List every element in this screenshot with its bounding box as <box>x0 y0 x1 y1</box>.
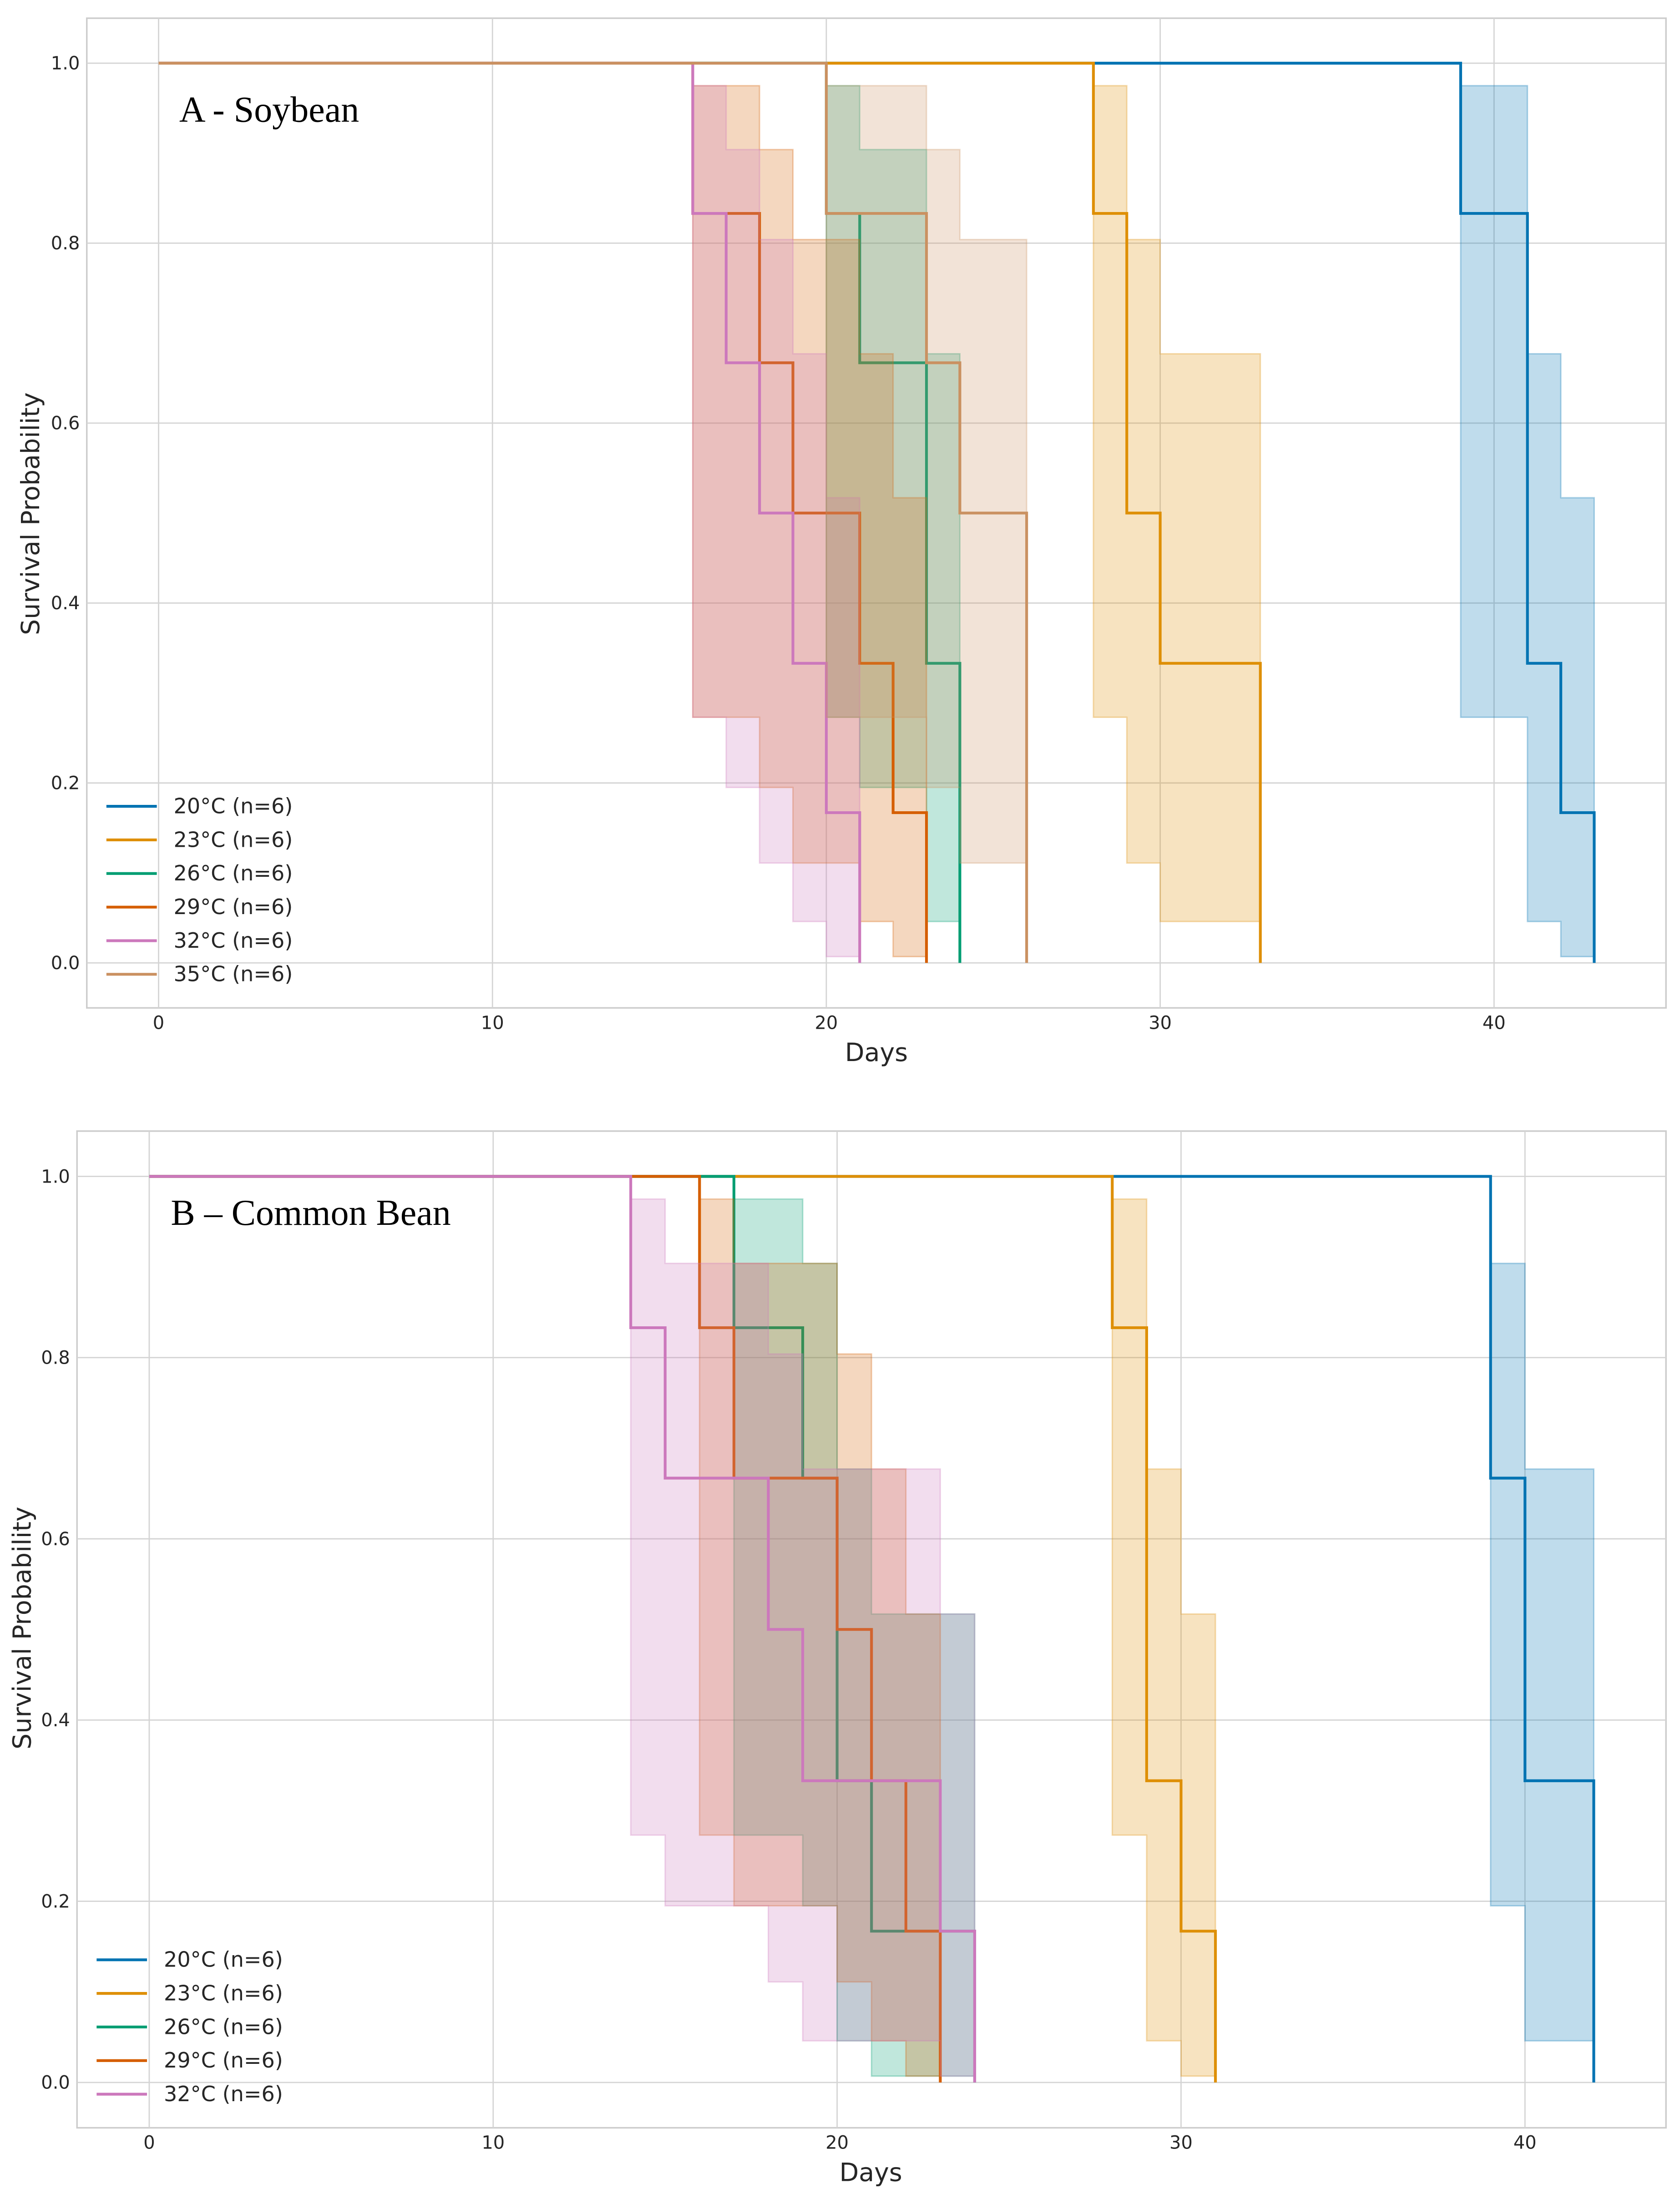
legend-entry-29c: 29°C (n=6) <box>106 895 293 919</box>
y-tick-label: 0.0 <box>51 953 80 974</box>
legend-entry-20c: 20°C (n=6) <box>106 794 293 819</box>
x-tick-label: 0 <box>153 1012 164 1033</box>
legend-label-23c: 23°C (n=6) <box>164 1981 283 2006</box>
survival-line-23c <box>158 61 1262 963</box>
x-tick-label: 10 <box>481 1012 504 1033</box>
legend-label-23c: 23°C (n=6) <box>174 827 293 852</box>
legend-label-35c: 35°C (n=6) <box>174 962 293 986</box>
plot-area-a: 0 10 20 30 40 0.0 0.2 0.4 0.6 0.8 1.0 20°C (n=6) 23°… <box>51 18 1666 1033</box>
legend-entry-29c: 29°C (n=6) <box>96 2048 283 2073</box>
y-tick-label: 0.2 <box>51 773 80 794</box>
y-tick-label: 0.8 <box>51 233 80 254</box>
survival-line-23c <box>149 1175 1217 2083</box>
survival-line-32c <box>158 61 861 963</box>
x-tick-label: 0 <box>143 2133 155 2154</box>
legend-label-29c: 29°C (n=6) <box>164 2048 283 2073</box>
x-tick-label: 30 <box>1169 2133 1193 2154</box>
tick-labels-a: 0 10 20 30 40 0.0 0.2 0.4 0.6 0.8 1.0 <box>51 53 1506 1034</box>
legend-label-32c: 32°C (n=6) <box>164 2082 283 2106</box>
legend-label-20c: 20°C (n=6) <box>174 794 293 819</box>
y-tick-label: 0.0 <box>41 2073 70 2093</box>
legend-entry-20c: 20°C (n=6) <box>96 1947 283 1972</box>
y-tick-label: 0.2 <box>41 1891 70 1912</box>
panel-title-b: B – Common Bean <box>171 1193 450 1233</box>
x-axis-label-a: Days <box>845 1038 908 1067</box>
x-tick-label: 10 <box>481 2133 505 2154</box>
x-tick-label: 40 <box>1483 1012 1506 1033</box>
y-axis-label-b: Survival Probability <box>8 1506 37 1749</box>
y-tick-label: 0.8 <box>41 1348 70 1369</box>
legend-label-20c: 20°C (n=6) <box>164 1947 283 1972</box>
y-tick-label: 0.4 <box>51 593 80 614</box>
y-tick-label: 0.6 <box>51 413 80 434</box>
survival-line-32c <box>149 1175 977 2083</box>
series-layer-b <box>149 1175 1595 2083</box>
tick-labels-b: 0 10 20 30 40 0.0 0.2 0.4 0.6 0.8 1.0 <box>41 1166 1537 2153</box>
y-tick-label: 0.4 <box>41 1710 70 1731</box>
series-layer-a <box>158 61 1596 963</box>
legend-b: 20°C (n=6) 23°C (n=6) 26°C (n=6) 29°C (n=6)… <box>96 1947 283 2106</box>
legend-entry-32c: 32°C (n=6) <box>106 928 293 953</box>
legend-entry-23c: 23°C (n=6) <box>106 827 293 852</box>
legend-label-32c: 32°C (n=6) <box>174 928 293 953</box>
survival-line-29c <box>149 1175 942 2083</box>
panel-title-a: A - Soybean <box>179 90 359 130</box>
legend-entry-23c: 23°C (n=6) <box>96 1981 283 2006</box>
panel-a-soybean: 0 10 20 30 40 0.0 0.2 0.4 0.6 0.8 1.0 20°C (n=6) 23°… <box>16 17 1667 1067</box>
plot-area-b: 0 10 20 30 40 0.0 0.2 0.4 0.6 0.8 1.0 20°C (n=6) 23°… <box>41 1131 1666 2154</box>
x-axis-label-b: Days <box>840 2158 902 2187</box>
legend-label-29c: 29°C (n=6) <box>174 895 293 919</box>
grid-b <box>77 1131 1666 2128</box>
panel-b-common-bean: 0 10 20 30 40 0.0 0.2 0.4 0.6 0.8 1.0 20°C (n=6) 23°… <box>8 1130 1667 2187</box>
x-tick-label: 20 <box>815 1012 838 1033</box>
plot-frame-a <box>86 17 1667 1009</box>
legend-entry-32c: 32°C (n=6) <box>96 2082 283 2106</box>
legend-a: 20°C (n=6) 23°C (n=6) 26°C (n=6) 29°C (n=6)… <box>106 794 293 986</box>
x-tick-label: 20 <box>825 2133 849 2154</box>
legend-label-26c: 26°C (n=6) <box>164 2014 283 2039</box>
y-axis-label-a: Survival Probability <box>16 392 46 635</box>
survival-line-35c <box>158 61 1028 963</box>
y-tick-label: 0.6 <box>41 1529 70 1550</box>
survival-line-20c <box>149 1175 1595 2083</box>
y-tick-label: 1.0 <box>41 1166 70 1187</box>
legend-entry-35c: 35°C (n=6) <box>106 962 293 986</box>
legend-entry-26c: 26°C (n=6) <box>96 2014 283 2039</box>
y-tick-label: 1.0 <box>51 53 80 74</box>
x-tick-label: 30 <box>1149 1012 1172 1033</box>
legend-label-26c: 26°C (n=6) <box>174 861 293 885</box>
legend-entry-26c: 26°C (n=6) <box>106 861 293 885</box>
x-tick-label: 40 <box>1513 2133 1537 2154</box>
survival-line-20c <box>158 61 1596 963</box>
